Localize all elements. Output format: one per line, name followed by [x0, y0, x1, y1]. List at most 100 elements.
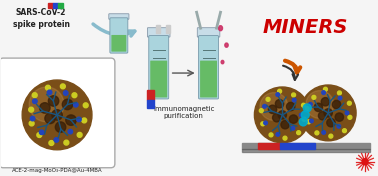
Bar — [242, 143, 370, 149]
Circle shape — [54, 138, 59, 142]
Circle shape — [52, 110, 62, 120]
Circle shape — [55, 122, 66, 132]
Circle shape — [68, 129, 73, 134]
Circle shape — [329, 134, 333, 138]
Circle shape — [301, 111, 309, 119]
Circle shape — [324, 109, 332, 117]
Circle shape — [37, 133, 42, 137]
Text: SARS-CoV-2
spike protein: SARS-CoV-2 spike protein — [12, 8, 70, 29]
Circle shape — [299, 118, 307, 126]
Circle shape — [338, 96, 342, 100]
Circle shape — [287, 102, 295, 111]
Circle shape — [29, 87, 64, 122]
Circle shape — [264, 121, 267, 125]
Circle shape — [322, 91, 325, 94]
Circle shape — [276, 133, 280, 136]
FancyBboxPatch shape — [149, 36, 169, 99]
Circle shape — [261, 122, 265, 126]
Circle shape — [45, 85, 50, 90]
Circle shape — [335, 113, 344, 121]
Ellipse shape — [225, 43, 228, 47]
Ellipse shape — [218, 26, 223, 31]
Circle shape — [321, 98, 330, 106]
FancyBboxPatch shape — [147, 28, 170, 37]
FancyBboxPatch shape — [0, 58, 115, 168]
Text: Immunomagnetic
purification: Immunomagnetic purification — [153, 106, 214, 120]
Circle shape — [306, 91, 334, 118]
Bar — [166, 25, 170, 33]
Circle shape — [275, 100, 284, 108]
Circle shape — [283, 136, 287, 140]
Circle shape — [77, 132, 82, 137]
Circle shape — [302, 103, 305, 107]
Circle shape — [49, 141, 54, 145]
Circle shape — [77, 117, 81, 122]
Circle shape — [302, 117, 306, 121]
Circle shape — [39, 130, 44, 135]
Circle shape — [66, 115, 76, 125]
Circle shape — [314, 103, 322, 112]
Circle shape — [64, 91, 68, 95]
Circle shape — [72, 93, 77, 98]
Circle shape — [362, 159, 368, 165]
Circle shape — [32, 93, 37, 98]
Circle shape — [266, 97, 270, 101]
Circle shape — [297, 131, 301, 135]
Circle shape — [322, 131, 325, 134]
Circle shape — [276, 93, 280, 96]
Circle shape — [269, 133, 273, 137]
Circle shape — [299, 113, 303, 117]
Circle shape — [48, 96, 59, 106]
Circle shape — [318, 112, 327, 120]
Circle shape — [278, 111, 287, 119]
Circle shape — [308, 102, 312, 106]
Bar — [147, 100, 154, 108]
Text: MINERS: MINERS — [263, 18, 348, 37]
Bar — [242, 149, 370, 152]
FancyBboxPatch shape — [112, 35, 126, 52]
Circle shape — [281, 121, 289, 129]
Circle shape — [305, 107, 309, 111]
Circle shape — [260, 93, 288, 121]
Circle shape — [310, 119, 313, 123]
Circle shape — [312, 95, 316, 99]
Circle shape — [33, 99, 37, 103]
Circle shape — [345, 111, 349, 115]
Circle shape — [347, 101, 351, 105]
Circle shape — [22, 80, 92, 150]
FancyBboxPatch shape — [198, 36, 218, 99]
FancyBboxPatch shape — [197, 28, 220, 37]
Circle shape — [348, 115, 352, 119]
Circle shape — [337, 124, 341, 128]
Circle shape — [62, 99, 73, 110]
Circle shape — [259, 109, 263, 113]
Circle shape — [327, 118, 335, 127]
Circle shape — [82, 118, 87, 123]
Circle shape — [303, 104, 311, 112]
Circle shape — [60, 84, 65, 89]
Text: ACE-2-mag-MoO₃-PDA@Au-4MBA: ACE-2-mag-MoO₃-PDA@Au-4MBA — [12, 168, 102, 173]
Circle shape — [254, 87, 310, 143]
Circle shape — [45, 113, 55, 124]
Circle shape — [307, 120, 311, 124]
Circle shape — [268, 105, 277, 114]
Circle shape — [29, 121, 34, 126]
Circle shape — [64, 140, 69, 145]
Circle shape — [263, 105, 266, 108]
FancyBboxPatch shape — [110, 18, 128, 53]
Circle shape — [324, 87, 327, 91]
Circle shape — [30, 116, 35, 121]
Bar — [58, 3, 63, 8]
Ellipse shape — [221, 60, 224, 64]
Circle shape — [74, 102, 78, 107]
Circle shape — [342, 129, 346, 133]
Circle shape — [293, 98, 296, 102]
Bar — [147, 90, 154, 100]
Bar — [280, 143, 315, 149]
Circle shape — [40, 103, 50, 113]
FancyBboxPatch shape — [109, 14, 129, 19]
Bar — [259, 143, 280, 149]
Circle shape — [332, 100, 341, 109]
Circle shape — [278, 89, 282, 93]
FancyBboxPatch shape — [150, 61, 167, 98]
